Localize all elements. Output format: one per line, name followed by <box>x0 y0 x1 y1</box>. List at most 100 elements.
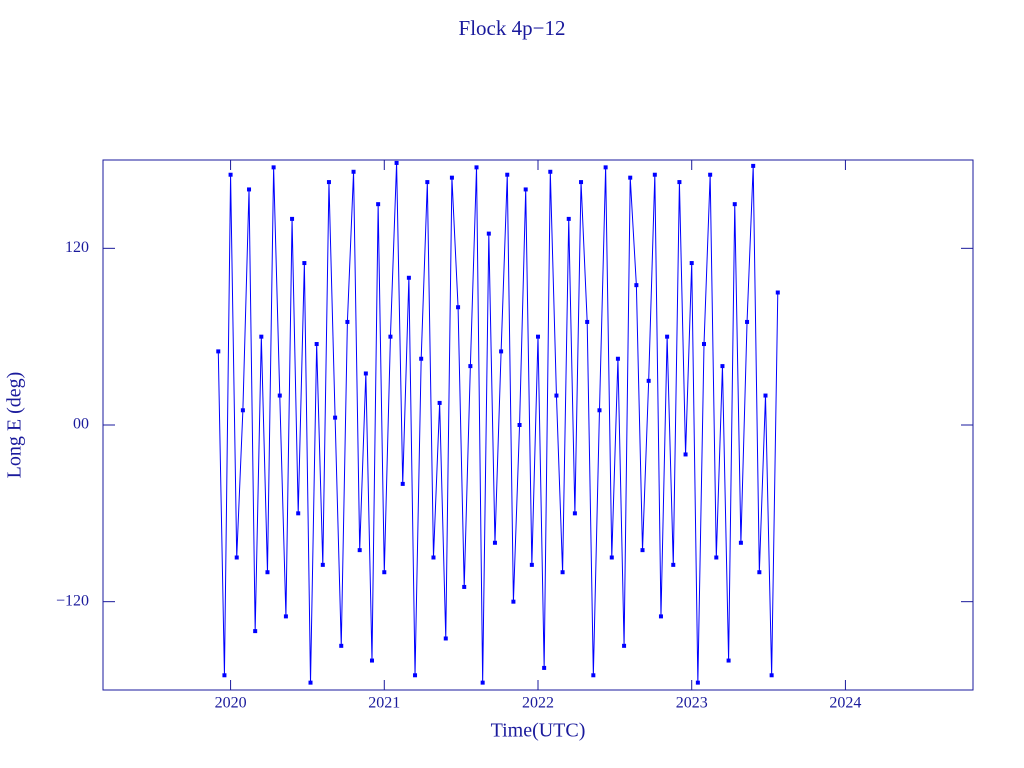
data-point <box>234 555 239 560</box>
data-point <box>603 165 608 170</box>
data-point <box>345 319 350 324</box>
data-point <box>572 511 577 516</box>
x-axis-label: Time(UTC) <box>491 720 586 742</box>
data-point <box>443 636 448 641</box>
data-point <box>468 364 473 369</box>
y-tick-label: 120 <box>65 239 89 256</box>
data-point <box>548 169 553 174</box>
axes-frame <box>102 159 974 691</box>
data-point <box>437 400 442 405</box>
data-point <box>738 540 743 545</box>
data-point <box>320 562 325 567</box>
data-point <box>431 555 436 560</box>
data-point <box>702 342 707 347</box>
data-point <box>517 423 522 427</box>
data-point <box>689 261 694 266</box>
data-point <box>505 172 510 177</box>
data-point <box>357 548 362 553</box>
data-point <box>536 334 540 339</box>
data-point <box>646 378 651 383</box>
data-point <box>265 570 270 575</box>
data-point <box>382 570 387 575</box>
data-point <box>683 452 688 457</box>
x-tick-label: 2020 <box>215 695 247 712</box>
data-point <box>628 175 633 180</box>
data-point <box>290 216 295 221</box>
y-tick-label: 00 <box>73 416 89 433</box>
data-point <box>560 570 565 575</box>
data-point <box>726 658 731 663</box>
data-point <box>671 562 676 567</box>
data-point <box>585 319 590 324</box>
x-tick-label: 2024 <box>829 695 861 712</box>
data-point <box>751 163 756 168</box>
data-point <box>222 673 227 678</box>
x-tick-label: 2023 <box>676 695 708 712</box>
data-point <box>333 415 338 420</box>
data-point <box>542 665 547 670</box>
data-point <box>302 261 307 266</box>
data-line <box>217 162 779 683</box>
data-point <box>597 408 602 413</box>
data-point <box>240 408 245 413</box>
data-point <box>419 356 424 361</box>
data-point <box>615 356 620 361</box>
data-point <box>652 172 657 177</box>
data-point <box>554 393 559 398</box>
data-point <box>708 172 713 177</box>
data-point <box>634 283 639 288</box>
data-point <box>775 290 780 295</box>
data-point <box>732 202 737 207</box>
data-point <box>579 180 584 185</box>
y-axis-label: Long E (deg) <box>4 372 26 479</box>
data-point <box>314 342 319 347</box>
data-point <box>677 180 682 185</box>
data-point <box>566 216 571 221</box>
data-point <box>622 643 627 648</box>
data-point <box>720 364 725 369</box>
x-tick-label: 2021 <box>368 695 400 712</box>
data-point <box>449 175 454 180</box>
plot-area <box>216 160 780 685</box>
data-point <box>388 334 393 339</box>
data-point <box>394 160 399 165</box>
data-point <box>665 334 670 339</box>
data-point <box>591 673 596 678</box>
data-point <box>609 555 614 560</box>
data-point <box>456 305 461 310</box>
data-point <box>474 165 479 170</box>
data-point <box>486 231 491 236</box>
data-point <box>308 680 313 685</box>
chart-title: Flock 4p−12 <box>459 16 566 40</box>
data-point <box>363 371 368 376</box>
data-point <box>351 169 356 174</box>
data-point <box>763 393 768 398</box>
data-point <box>326 180 331 185</box>
data-point <box>400 481 405 486</box>
data-point <box>413 673 418 678</box>
data-point <box>511 599 516 604</box>
data-point <box>253 629 258 634</box>
x-tick-label: 2022 <box>522 695 554 712</box>
data-point <box>523 187 528 192</box>
data-point <box>283 614 288 619</box>
data-point <box>480 680 485 685</box>
data-point <box>462 584 467 589</box>
data-point <box>695 680 700 685</box>
data-point <box>271 165 276 170</box>
data-point <box>425 180 430 185</box>
data-point <box>714 555 719 560</box>
data-point <box>247 187 252 192</box>
data-point <box>376 202 381 207</box>
data-point <box>369 658 374 663</box>
data-point <box>339 643 344 648</box>
data-point <box>640 548 645 553</box>
data-point <box>406 275 411 280</box>
data-point <box>658 614 663 619</box>
data-point <box>769 673 774 678</box>
data-point <box>757 570 762 575</box>
data-point <box>228 172 233 177</box>
y-tick-label: −120 <box>56 592 89 609</box>
